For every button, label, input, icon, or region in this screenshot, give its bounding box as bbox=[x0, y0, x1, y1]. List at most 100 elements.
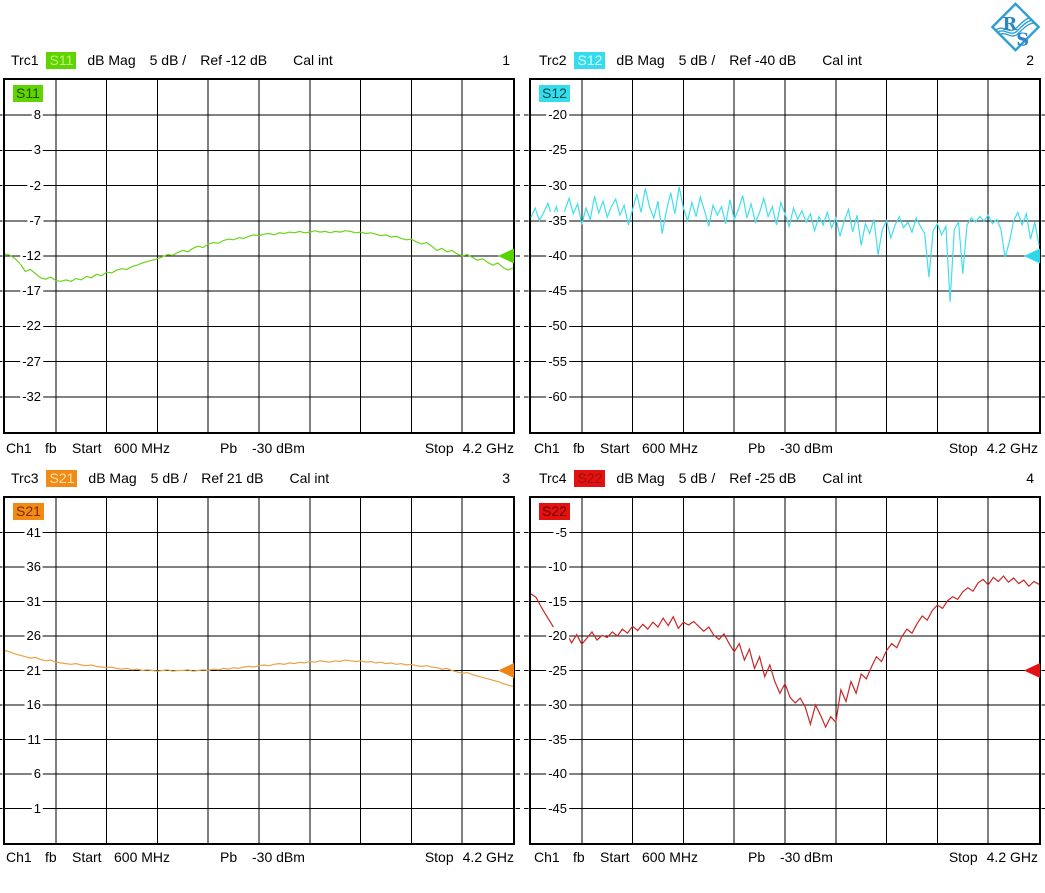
format-label[interactable]: dB Mag bbox=[88, 470, 137, 486]
channel-footer: Ch1 fb Start 600 MHz Pb -30 dBm Stop 4.2 … bbox=[2, 440, 518, 460]
scale-label[interactable]: 5 dB / bbox=[149, 52, 187, 68]
stop-frequency: Stop 4.2 GHz bbox=[425, 849, 514, 865]
y-axis-label: -40 bbox=[546, 765, 569, 782]
stop-frequency: Stop 4.2 GHz bbox=[425, 440, 514, 456]
window-number: 3 bbox=[502, 470, 510, 486]
y-axis-label: 41 bbox=[24, 523, 43, 541]
logo-letter-r: R bbox=[1003, 14, 1018, 35]
y-axis-label: -5 bbox=[553, 523, 569, 541]
power-value: -30 dBm bbox=[780, 849, 833, 865]
y-axis-label: -30 bbox=[546, 696, 569, 713]
y-axis-label: 1 bbox=[31, 799, 43, 817]
trace-header: Trc1 S11 dB Mag 5 dB / Ref -12 dB Cal int 1 bbox=[2, 52, 518, 72]
y-axis-label: -32 bbox=[20, 387, 43, 405]
y-axis-label: -12 bbox=[20, 247, 43, 264]
sparam-chip[interactable]: S11 bbox=[46, 52, 77, 69]
y-axis-label: 31 bbox=[24, 592, 43, 610]
trace-window-1: Trc1 S11 dB Mag 5 dB / Ref -12 dB Cal int 1 S… bbox=[0, 52, 520, 464]
cal-status-label: Cal int bbox=[822, 470, 862, 486]
format-label[interactable]: dB Mag bbox=[616, 52, 665, 68]
trace-chip-s22: S22 bbox=[539, 503, 570, 520]
start-label: Start bbox=[600, 440, 630, 456]
y-axis-label: 11 bbox=[25, 730, 43, 748]
channel-label: Ch1 bbox=[6, 849, 32, 865]
start-value: 600 MHz bbox=[642, 849, 699, 865]
y-axis-label: -22 bbox=[20, 317, 43, 335]
start-value: 600 MHz bbox=[642, 440, 699, 456]
y-axis-label: -35 bbox=[546, 730, 569, 748]
y-axis-label: 3 bbox=[31, 141, 43, 159]
scale-label[interactable]: 5 dB / bbox=[678, 52, 716, 68]
plot-area-s21[interactable]: S21 41 36 31 26 21 16 11 6 1 bbox=[0, 496, 520, 845]
trace-chip-s21: S21 bbox=[13, 503, 44, 520]
y-axis-label: 6 bbox=[31, 765, 43, 782]
trace-name[interactable]: Trc2 bbox=[539, 52, 567, 68]
trace-name[interactable]: Trc3 bbox=[11, 470, 39, 486]
ref-level-arrow[interactable] bbox=[498, 248, 514, 264]
y-axis-label: -45 bbox=[546, 799, 569, 817]
sparam-chip[interactable]: S12 bbox=[574, 52, 606, 69]
window-number: 4 bbox=[1026, 470, 1034, 486]
logo-diamond bbox=[990, 2, 1041, 52]
ref-level-label[interactable]: Ref 21 dB bbox=[201, 470, 264, 486]
grid-svg bbox=[524, 80, 1045, 432]
plot-area-s12[interactable]: S12 -20 -25 -30 -35 -40 -45 -50 -55 -60 bbox=[524, 78, 1045, 434]
y-axis-label: -27 bbox=[20, 352, 43, 370]
y-axis-label: -60 bbox=[546, 387, 569, 405]
trace-name[interactable]: Trc4 bbox=[539, 470, 567, 486]
gridlines bbox=[0, 498, 520, 843]
y-axis-label: 16 bbox=[24, 696, 43, 713]
y-axis-label: -25 bbox=[546, 661, 569, 679]
trace-window-4: Trc4 S22 dB Mag 5 dB / Ref -25 dB Cal int 4 S… bbox=[524, 470, 1045, 882]
scale-label[interactable]: 5 dB / bbox=[150, 470, 188, 486]
format-label[interactable]: dB Mag bbox=[87, 52, 136, 68]
y-axis-label: 26 bbox=[24, 627, 43, 644]
y-axis-label: -10 bbox=[546, 558, 569, 575]
sweep-mode-label: fb bbox=[573, 440, 585, 456]
cal-status-label: Cal int bbox=[822, 52, 862, 68]
gridlines bbox=[0, 80, 520, 432]
sparam-chip[interactable]: S22 bbox=[574, 470, 606, 487]
sparam-chip[interactable]: S21 bbox=[46, 470, 78, 487]
plot-area-s11[interactable]: S11 8 3 -2 -7 -12 -17 -22 -27 -32 bbox=[0, 78, 520, 434]
y-axis-label: -40 bbox=[546, 247, 569, 264]
sweep-mode-label: fb bbox=[45, 440, 57, 456]
power-value: -30 dBm bbox=[252, 440, 305, 456]
start-value: 600 MHz bbox=[114, 440, 171, 456]
trace-window-2: Trc2 S12 dB Mag 5 dB / Ref -40 dB Cal int 2 S… bbox=[524, 52, 1045, 464]
rs-logo: R S bbox=[990, 2, 1041, 52]
stop-value: 4.2 GHz bbox=[462, 849, 514, 865]
trace-s11 bbox=[4, 230, 514, 282]
stop-label: Stop bbox=[424, 849, 454, 865]
ref-level-label[interactable]: Ref -40 dB bbox=[729, 52, 797, 68]
channel-footer: Ch1 fb Start 600 MHz Pb -30 dBm Stop 4.2 … bbox=[2, 849, 518, 869]
y-axis-label: -50 bbox=[546, 317, 569, 335]
scale-label[interactable]: 5 dB / bbox=[678, 470, 716, 486]
power-value: -30 dBm bbox=[780, 440, 833, 456]
stop-value: 4.2 GHz bbox=[986, 849, 1038, 865]
y-axis-label: -55 bbox=[546, 352, 569, 370]
trace-chip-s11: S11 bbox=[13, 85, 43, 102]
trace-header: Trc2 S12 dB Mag 5 dB / Ref -40 dB Cal int 2 bbox=[526, 52, 1042, 72]
y-axis-label: -2 bbox=[27, 176, 43, 194]
trace-header: Trc4 S22 dB Mag 5 dB / Ref -25 dB Cal int 4 bbox=[526, 470, 1042, 490]
y-axis-label: 21 bbox=[24, 661, 43, 679]
trace-name[interactable]: Trc1 bbox=[11, 52, 39, 68]
format-label[interactable]: dB Mag bbox=[616, 470, 665, 486]
ref-level-label[interactable]: Ref -12 dB bbox=[200, 52, 268, 68]
ref-level-label[interactable]: Ref -25 dB bbox=[729, 470, 797, 486]
trace-s22 bbox=[530, 575, 1040, 729]
y-axis-label: -7 bbox=[27, 211, 43, 229]
ref-level-arrow[interactable] bbox=[1024, 663, 1040, 678]
ref-level-arrow[interactable] bbox=[498, 663, 514, 678]
channel-footer: Ch1 fb Start 600 MHz Pb -30 dBm Stop 4.2 … bbox=[526, 440, 1042, 460]
y-axis-label: 8 bbox=[31, 106, 43, 124]
plot-area-s22[interactable]: S22 -5 -10 -15 -20 -25 -30 -35 -40 -45 bbox=[524, 496, 1045, 845]
window-number: 1 bbox=[502, 52, 510, 68]
stop-value: 4.2 GHz bbox=[462, 440, 514, 456]
cal-status-label: Cal int bbox=[289, 470, 330, 486]
y-axis-label: -20 bbox=[546, 627, 569, 644]
ref-level-arrow[interactable] bbox=[1024, 248, 1040, 264]
grid-svg bbox=[0, 80, 520, 432]
